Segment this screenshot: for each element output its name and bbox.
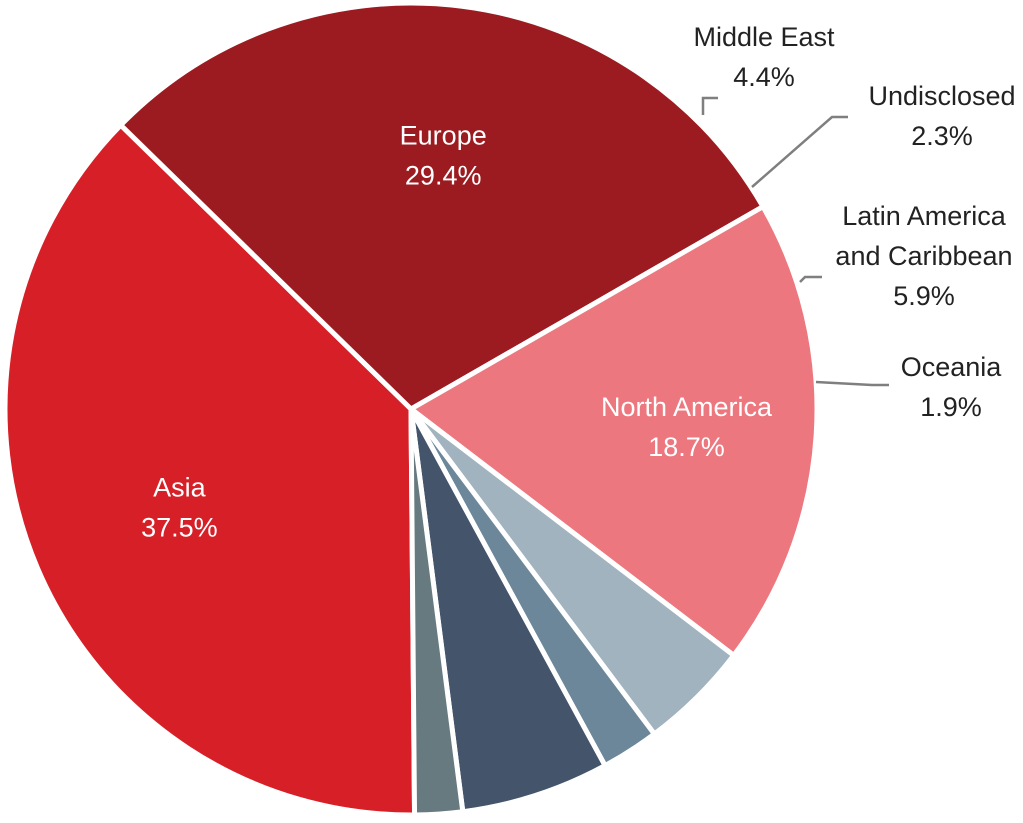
pie-slice-asia <box>2 122 418 818</box>
leader-line-middle-east <box>701 96 718 115</box>
slice-name: North America <box>601 392 773 422</box>
leader-line-oceania <box>815 380 889 387</box>
slice-value: 18.7% <box>648 432 725 462</box>
leader-lines <box>701 96 889 387</box>
pie-slice-europe <box>118 0 766 412</box>
slice-label-undisclosed: Undisclosed 2.3% <box>868 81 1015 151</box>
slice-value: 37.5% <box>141 513 218 543</box>
slice-name: Undisclosed <box>868 81 1015 111</box>
slice-value: 5.9% <box>893 281 955 311</box>
slice-label-middle-east: Middle East 4.4% <box>693 22 835 92</box>
slice-value: 4.4% <box>733 62 795 92</box>
slice-value: 1.9% <box>920 392 982 422</box>
slice-value: 2.3% <box>911 121 973 151</box>
slice-labels: Asia 37.5% Europe 29.4% North America 18.7% Mi… <box>141 22 1015 543</box>
slice-name: Middle East <box>693 22 835 52</box>
slice-name: Asia <box>153 473 207 503</box>
slice-name: and Caribbean <box>835 241 1012 271</box>
leader-line-latin-america-and-caribbean <box>799 275 822 283</box>
slice-name: Latin America <box>842 201 1007 231</box>
slice-name: Oceania <box>901 352 1003 382</box>
pie-slice-north-america <box>408 204 820 658</box>
leader-line-undisclosed <box>751 115 848 188</box>
slice-label-north-america: North America 18.7% <box>601 392 773 462</box>
pie-slices <box>2 0 820 818</box>
slice-name: Europe <box>400 120 487 150</box>
pie-slice-latin-america-and-caribbean <box>408 406 608 815</box>
slice-label-latin-america-and-caribbean: Latin America and Caribbean 5.9% <box>835 201 1012 311</box>
slice-label-europe: Europe 29.4% <box>400 120 487 190</box>
slice-label-oceania: Oceania 1.9% <box>901 352 1003 422</box>
slice-label-asia: Asia 37.5% <box>141 473 218 543</box>
slice-value: 29.4% <box>405 160 482 190</box>
pie-slice-oceania <box>408 406 466 818</box>
